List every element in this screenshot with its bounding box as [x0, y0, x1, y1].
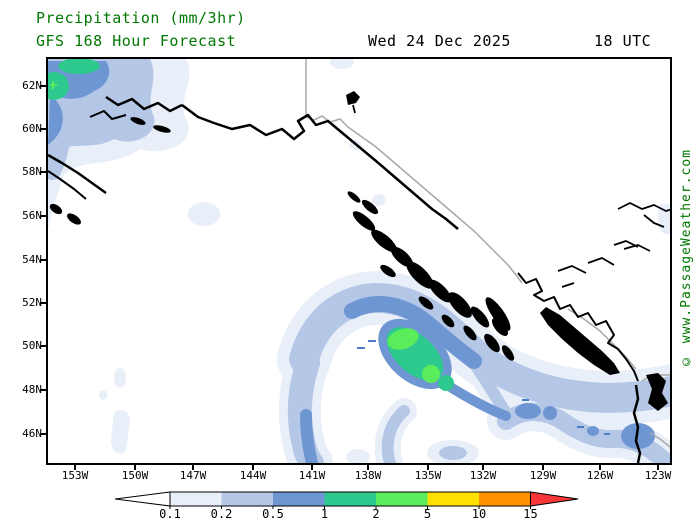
- lat-label-50n: 50N: [22, 339, 42, 352]
- lon-label-135w: 135W: [414, 469, 442, 482]
- colorbar-seg-0.2: [221, 492, 273, 506]
- lat-label-60n: 60N: [22, 122, 42, 135]
- colorbar-label-2: 2: [372, 507, 380, 521]
- lat-tick: [40, 302, 46, 304]
- lon-tick: [542, 465, 544, 470]
- colorbar-label-1: 1: [320, 507, 329, 521]
- lat-tick: [40, 389, 46, 391]
- page-title: Precipitation (mm/3hr): [36, 9, 246, 27]
- alaska-gulf-coast: [181, 104, 459, 230]
- colorbar-seg-1: [324, 492, 376, 506]
- valid-time: 18 UTC: [594, 32, 652, 50]
- colorbar-label-10: 10: [471, 507, 487, 521]
- bc-mainland-coast: [517, 272, 639, 382]
- colorbar-label-0.5: 0.5: [262, 507, 284, 521]
- lat-label-48n: 48N: [22, 383, 42, 396]
- valid-date: Wed 24 Dec 2025: [368, 32, 511, 50]
- lon-tick: [599, 465, 601, 470]
- river-1: [617, 202, 681, 212]
- pws-coast: [89, 110, 127, 120]
- colorbar-seg-0.1: [170, 492, 222, 506]
- river-3: [613, 240, 639, 248]
- lat-tick: [40, 85, 46, 87]
- washington-coast: [632, 384, 642, 464]
- lon-tick: [482, 465, 484, 470]
- lon-label-147w: 147W: [179, 469, 207, 482]
- lat-label-56n: 56N: [22, 209, 42, 222]
- lon-label-123w: 123W: [644, 469, 672, 482]
- lon-label-150w: 150W: [121, 469, 149, 482]
- lat-tick: [40, 128, 46, 130]
- river-4: [623, 244, 651, 252]
- colorbar-over-arrow: [530, 491, 579, 507]
- lat-label-52n: 52N: [22, 296, 42, 309]
- yukon-lake: [346, 91, 360, 105]
- colorbar-seg-0.5: [273, 492, 325, 506]
- colorbar-label-0.1: 0.1: [159, 507, 181, 521]
- colorbar-seg-10: [479, 492, 531, 506]
- lon-label-138w: 138W: [354, 469, 382, 482]
- puget-sound-land: [646, 373, 668, 411]
- river-5: [587, 257, 615, 266]
- lat-tick: [40, 215, 46, 217]
- lon-label-141w: 141W: [298, 469, 326, 482]
- lon-tick: [134, 465, 136, 470]
- watermark-text: © www.PassageWeather.com: [678, 149, 694, 369]
- colorbar-label-5: 5: [423, 507, 432, 521]
- colorbar-boundary-ticks: [169, 506, 531, 509]
- colorbar-seg-2: [376, 492, 428, 506]
- river-2: [643, 214, 665, 228]
- lon-tick: [657, 465, 659, 470]
- lat-tick: [40, 433, 46, 435]
- lon-tick: [192, 465, 194, 470]
- river-7: [561, 282, 575, 288]
- lat-tick: [40, 259, 46, 261]
- lon-label-144w: 144W: [239, 469, 267, 482]
- lon-label-153w: 153W: [61, 469, 89, 482]
- lon-tick: [427, 465, 429, 470]
- alaska-peninsula-2: [47, 170, 87, 200]
- colorbar-under-arrow: [114, 491, 171, 507]
- map-frame: [39, 55, 699, 484]
- precip-grid-plus-mark: [50, 81, 57, 89]
- lon-tick: [367, 465, 369, 470]
- grid-marks: [357, 340, 610, 435]
- lat-label-58n: 58N: [22, 165, 42, 178]
- precip-layer-2-fill: [387, 328, 440, 383]
- vancouver-island: [540, 307, 620, 375]
- lat-label-46n: 46N: [22, 427, 42, 440]
- precip-layer-0.2-bands: [43, 100, 687, 475]
- alaska-peninsula: [47, 153, 107, 195]
- river-6: [557, 265, 587, 274]
- colorbar-seg-5: [427, 492, 479, 506]
- page-subtitle: GFS 168 Hour Forecast: [36, 32, 237, 50]
- colorbar-outline: [169, 491, 531, 507]
- colorbar-label-15: 15: [523, 507, 538, 521]
- kenai-coast: [105, 95, 183, 113]
- coastlines: [47, 95, 681, 464]
- colorbar-label-0.2: 0.2: [210, 507, 233, 521]
- colorbar: [114, 491, 579, 509]
- lat-label-54n: 54N: [22, 253, 42, 266]
- lon-tick: [252, 465, 254, 470]
- lon-label-132w: 132W: [469, 469, 497, 482]
- lon-tick: [311, 465, 313, 470]
- lon-tick: [74, 465, 76, 470]
- haida-gwaii: [485, 297, 511, 331]
- lon-label-129w: 129W: [529, 469, 557, 482]
- yukon-lake-tail: [352, 104, 356, 114]
- watermark: © www.PassageWeather.com: [674, 57, 698, 461]
- lat-tick: [40, 171, 46, 173]
- lat-tick: [40, 345, 46, 347]
- lon-label-126w: 126W: [586, 469, 614, 482]
- lat-label-62n: 62N: [22, 79, 42, 92]
- islands: [49, 91, 668, 411]
- map-canvas: [39, 55, 699, 484]
